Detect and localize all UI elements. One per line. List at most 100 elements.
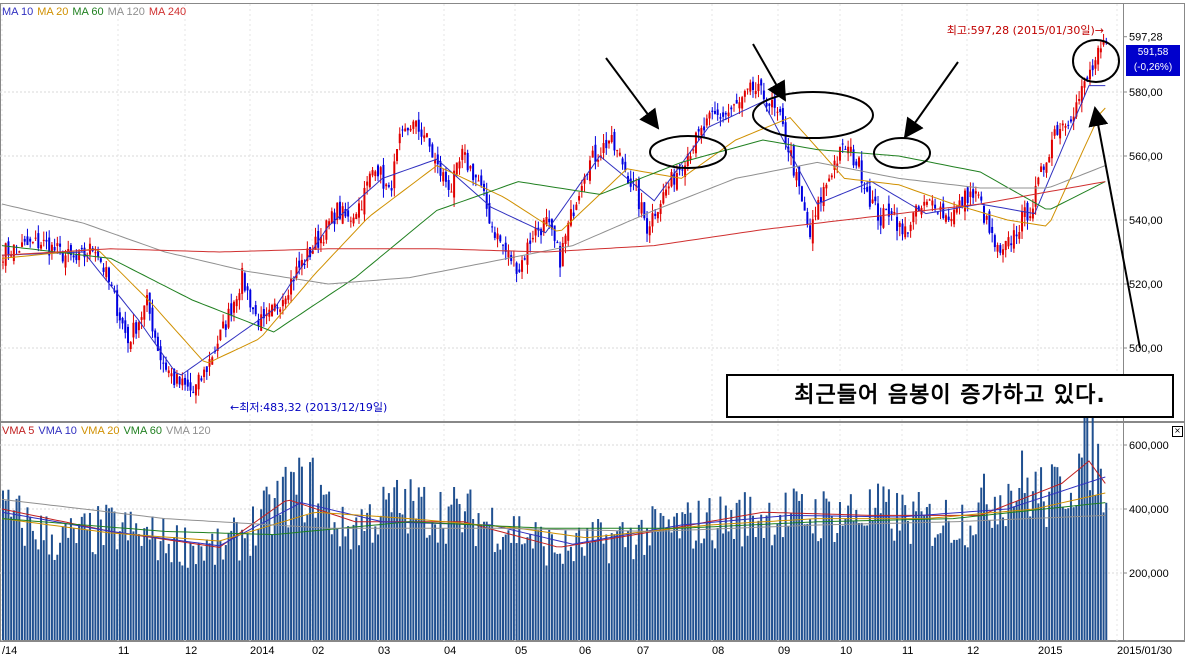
volume-bar	[42, 540, 45, 640]
legend-ma-60[interactable]: MA 60	[72, 6, 104, 18]
candle-body	[1018, 231, 1021, 239]
volume-bar	[866, 525, 869, 640]
volume-bar	[752, 515, 755, 640]
volume-bar	[610, 533, 613, 640]
candle-body	[140, 317, 143, 320]
volume-bar	[787, 525, 790, 640]
candle-body	[439, 161, 442, 176]
candle-body	[730, 107, 733, 110]
candle-body	[303, 263, 306, 265]
volume-bar	[719, 496, 722, 640]
volume-bar	[480, 525, 483, 640]
volume-bar	[844, 518, 847, 640]
volume-bar	[703, 538, 706, 640]
candle-body	[790, 150, 793, 156]
candle-body	[409, 128, 412, 131]
volume-bar	[284, 466, 287, 640]
candle-body	[548, 218, 551, 223]
volume-bar	[211, 533, 214, 640]
candle-body	[1067, 124, 1070, 126]
candle-body	[809, 225, 812, 238]
candle-body	[860, 160, 863, 184]
legend-vma-10[interactable]: VMA 10	[38, 425, 77, 437]
volume-bar	[260, 509, 263, 640]
volume-bar	[963, 545, 966, 640]
volume-bar	[398, 512, 401, 640]
volume-bar	[1023, 493, 1026, 640]
candle-body	[594, 144, 597, 162]
legend-vma-120[interactable]: VMA 120	[166, 425, 211, 437]
candle-body	[1056, 125, 1059, 135]
volume-ma-line-vma-60	[1, 502, 1106, 536]
candle-body	[205, 366, 208, 372]
candle-body	[162, 362, 165, 364]
volume-bar	[262, 490, 265, 640]
candle-body	[502, 244, 505, 246]
candle-body	[605, 139, 608, 149]
volume-bar	[1080, 457, 1083, 640]
legend-vma-20[interactable]: VMA 20	[80, 425, 120, 437]
volume-bar	[602, 543, 605, 640]
candle-body	[507, 250, 510, 258]
volume-bar	[757, 520, 760, 640]
legend-ma-120[interactable]: MA 120	[107, 6, 145, 18]
candle-body	[355, 214, 358, 220]
candle-body	[591, 150, 594, 158]
volume-bar	[673, 516, 676, 640]
volume-bar	[1042, 501, 1045, 640]
volume-bar	[550, 534, 553, 640]
volume-bar	[406, 533, 409, 640]
volume-bar	[159, 541, 162, 640]
candle-body	[390, 188, 393, 191]
volume-bar	[300, 466, 303, 640]
candle-body	[338, 201, 341, 219]
legend-vma-5[interactable]: VMA 5	[2, 425, 35, 437]
volume-bar	[724, 505, 727, 640]
volume-bar	[271, 534, 274, 640]
volume-bar	[969, 525, 972, 640]
candle-body	[290, 278, 293, 295]
candle-body	[124, 320, 127, 333]
candle-body	[227, 308, 230, 328]
candle-body	[40, 244, 43, 249]
candle-body	[262, 309, 265, 319]
candle-body	[396, 149, 399, 161]
legend-ma-240[interactable]: MA 240	[148, 6, 187, 18]
close-panel-icon[interactable]: ×	[1172, 426, 1183, 437]
candle-body	[281, 300, 284, 307]
volume-bar	[216, 528, 219, 640]
x-tick-label: 04	[444, 645, 456, 657]
candle-body	[181, 378, 184, 386]
candle-body	[909, 224, 912, 232]
volume-bar	[882, 486, 885, 640]
volume-bar	[681, 512, 684, 640]
volume-bar	[390, 512, 393, 640]
volume-bar	[203, 560, 206, 640]
volume-ma-line-vma-20	[1, 492, 1106, 542]
candle-body	[746, 88, 749, 90]
legend-ma-20[interactable]: MA 20	[37, 6, 69, 18]
candle-body	[1091, 65, 1094, 71]
candle-body	[819, 197, 822, 203]
legend-ma-10[interactable]: MA 10	[2, 6, 34, 18]
volume-bar	[738, 499, 741, 640]
volume-bar	[507, 530, 510, 640]
volume-bar	[1026, 477, 1029, 640]
volume-bar	[531, 548, 534, 640]
legend-vma-60[interactable]: VMA 60	[123, 425, 162, 437]
candle-body	[170, 373, 173, 377]
volume-bar	[792, 488, 795, 640]
volume-bar	[643, 554, 646, 640]
volume-bar	[118, 531, 121, 640]
volume-bar	[436, 542, 439, 640]
volume-bar	[363, 531, 366, 640]
volume-bar	[871, 520, 874, 640]
candle-body	[1072, 116, 1075, 122]
candle-body	[330, 211, 333, 224]
x-tick-label: 12	[185, 645, 197, 657]
candle-body	[197, 374, 200, 390]
volume-bar	[1007, 483, 1010, 640]
volume-bar	[773, 534, 776, 640]
candle-body	[752, 81, 755, 90]
